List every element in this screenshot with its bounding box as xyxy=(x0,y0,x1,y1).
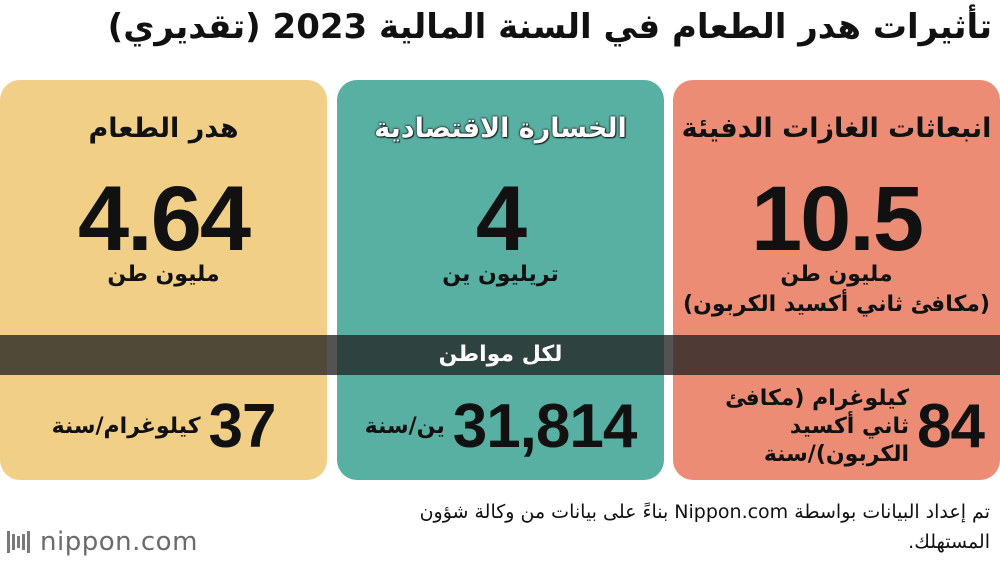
card-ghg-emissions: انبعاثات الغازات الدفيئة 10.5 مليون طن (… xyxy=(673,80,1000,480)
card-title-waste: هدر الطعام xyxy=(88,113,239,144)
value-ghg: 10.5 xyxy=(750,168,924,270)
unit-econ: تريليون ين xyxy=(347,260,654,290)
nippon-logo-icon xyxy=(7,531,30,553)
per-capita-value-econ: 31,814 xyxy=(452,392,638,461)
page-title: تأثيرات هدر الطعام في السنة المالية 2023… xyxy=(107,7,992,47)
nippon-logo-text: nippon.com xyxy=(40,527,198,557)
per-citizen-band: لكل مواطن xyxy=(0,335,1000,375)
card-food-waste: هدر الطعام 4.64 مليون طن 37 كيلوغرام/سنة xyxy=(0,80,327,480)
per-capita-waste: 37 كيلوغرام/سنة xyxy=(10,392,317,462)
per-capita-unit-ghg: كيلوغرام (مكافئ ثاني أكسيد الكربون)/سنة xyxy=(725,386,910,467)
card-economic-loss: الخسارة الاقتصادية 4 تريليون ين 31,814 ي… xyxy=(337,80,664,480)
per-capita-unit-econ: ين/سنة xyxy=(364,414,445,439)
unit-econ-line1: تريليون ين xyxy=(442,262,559,287)
per-capita-econ: 31,814 ين/سنة xyxy=(347,392,654,462)
nippon-logo: nippon.com xyxy=(6,526,198,558)
unit-waste-line1: مليون طن xyxy=(107,262,220,287)
per-citizen-label: لكل مواطن xyxy=(438,342,563,367)
card-title-ghg: انبعاثات الغازات الدفيئة xyxy=(681,113,992,144)
unit-ghg-line1: مليون طن xyxy=(780,262,893,287)
per-capita-unit-waste: كيلوغرام/سنة xyxy=(51,414,201,439)
card-title-econ: الخسارة الاقتصادية xyxy=(374,113,627,144)
value-econ: 4 xyxy=(475,168,527,270)
source-note: تم إعداد البيانات بواسطة Nippon.com بناء… xyxy=(419,501,990,553)
unit-ghg: مليون طن (مكافئ ثاني أكسيد الكربون) xyxy=(683,260,990,320)
unit-waste: مليون طن xyxy=(10,260,317,290)
per-capita-ghg: 84 كيلوغرام (مكافئ ثاني أكسيد الكربون)/س… xyxy=(683,386,990,467)
value-waste: 4.64 xyxy=(77,168,251,270)
unit-ghg-line2: (مكافئ ثاني أكسيد الكربون) xyxy=(683,292,990,317)
per-capita-value-waste: 37 xyxy=(208,392,276,461)
per-capita-value-ghg: 84 xyxy=(917,392,985,461)
